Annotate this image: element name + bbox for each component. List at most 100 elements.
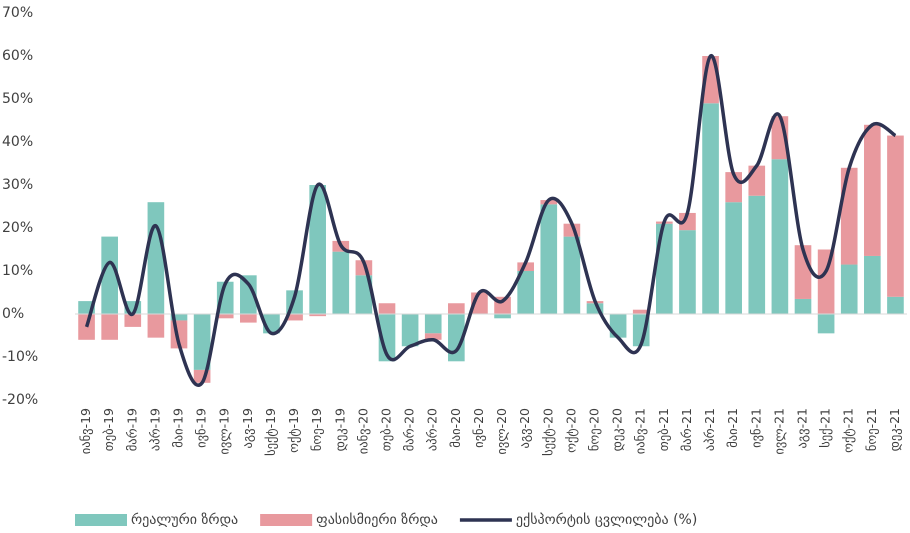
- bar: [494, 314, 511, 319]
- bar: [840, 167, 858, 265]
- x-tick-label: მარ-20: [402, 408, 417, 451]
- y-tick-label: -20%: [2, 392, 38, 408]
- x-tick-label: მარ-19: [124, 408, 139, 451]
- bar: [170, 314, 188, 321]
- bar: [448, 314, 465, 362]
- y-tick-label: 40%: [2, 134, 33, 150]
- bar: [124, 314, 142, 327]
- x-tick-label: ივნ-21: [748, 408, 763, 448]
- y-tick-label: -10%: [2, 349, 38, 365]
- bar: [679, 212, 696, 231]
- bar: [748, 165, 766, 196]
- y-tick-label: 20%: [2, 220, 33, 236]
- x-tick-label: სექტ-19: [263, 408, 278, 456]
- x-tick-label: მაი-20: [448, 408, 463, 448]
- x-tick-label: ივნ-20: [471, 408, 486, 448]
- x-tick-label: თებ-21: [656, 408, 671, 451]
- bar: [448, 303, 465, 314]
- bar: [332, 251, 350, 314]
- bar: [309, 185, 326, 314]
- x-tick-label: დეკ-20: [610, 408, 625, 451]
- y-tick-label: 60%: [2, 48, 33, 64]
- x-tick-label: მარ-21: [679, 408, 694, 451]
- x-tick-label: ივნ-19: [194, 408, 209, 448]
- y-tick-label: 0%: [2, 306, 24, 322]
- bar: [586, 303, 604, 314]
- bar: [193, 314, 211, 370]
- bar: [887, 296, 904, 314]
- bar: [378, 314, 396, 362]
- x-tick-label: იანვ-21: [633, 408, 648, 454]
- bar: [147, 202, 165, 314]
- bar: [424, 314, 442, 334]
- x-tick-label: დეკ-19: [332, 408, 347, 451]
- x-tick-label: ივლ-19: [217, 408, 232, 455]
- bar: [725, 202, 742, 314]
- y-tick-label: 30%: [2, 177, 33, 193]
- bar: [817, 314, 835, 334]
- bar: [240, 275, 257, 314]
- bar: [147, 314, 165, 338]
- bar: [656, 223, 673, 314]
- y-tick-label: 70%: [2, 5, 33, 21]
- x-tick-label: იანვ-19: [78, 408, 93, 454]
- legend-label: ფასისმიერი ზრდა: [316, 511, 438, 528]
- x-tick-label: ნოე-20: [587, 408, 602, 451]
- x-tick-label: მაი-19: [171, 408, 186, 448]
- bar: [240, 314, 257, 323]
- bar: [864, 255, 881, 314]
- bar: [563, 236, 581, 314]
- x-tick-label: ივლ-20: [494, 408, 509, 455]
- bar: [286, 314, 303, 321]
- bar: [840, 264, 858, 314]
- legend-label: ექსპორტის ცვლილება (%): [516, 511, 697, 528]
- x-tick-label: ოქტ-21: [841, 408, 856, 453]
- x-tick-label: სექტ-20: [540, 408, 555, 456]
- bar: [424, 333, 442, 340]
- bar: [679, 230, 696, 314]
- bar: [101, 236, 118, 314]
- bar: [771, 159, 789, 314]
- x-tick-label: თებ-19: [101, 408, 116, 451]
- x-tick-label: აგვ-20: [517, 408, 532, 448]
- x-tick-label: ოქტ-19: [286, 408, 301, 453]
- legend-swatch: [260, 514, 313, 526]
- x-tick-label: აპრ-19: [147, 408, 162, 451]
- x-tick-label: აგვ-19: [240, 408, 255, 448]
- x-tick-label: ნოე-19: [309, 408, 324, 451]
- bar: [216, 314, 234, 319]
- y-tick-label: 50%: [2, 91, 33, 107]
- x-tick-label: იანვ-20: [355, 408, 370, 454]
- x-tick-label: თებ-20: [379, 408, 394, 451]
- legend-label: რეალური ზრდა: [131, 511, 238, 528]
- line: [84, 54, 897, 387]
- bar: [401, 314, 419, 347]
- x-tick-label: მაი-21: [725, 408, 740, 448]
- bar: [887, 135, 904, 297]
- bar: [817, 249, 835, 314]
- bar: [632, 309, 650, 314]
- bar: [517, 262, 534, 271]
- x-tick-label: დეკ-21: [887, 408, 902, 451]
- x-tick-label: აპრ-20: [425, 408, 440, 451]
- x-tick-label: აგვ-21: [795, 408, 810, 448]
- bar: [101, 314, 118, 340]
- bar: [517, 271, 534, 314]
- bar: [702, 103, 719, 314]
- bar: [309, 314, 326, 317]
- bar: [748, 195, 766, 314]
- bar: [794, 298, 812, 314]
- bar: [540, 204, 558, 314]
- x-tick-label: ივლ-21: [771, 408, 786, 455]
- bar: [864, 124, 881, 256]
- x-tick-label: აპრ-21: [702, 408, 717, 451]
- bar: [378, 303, 396, 314]
- y-tick-label: 10%: [2, 263, 33, 279]
- x-tick-label: ოქტ-20: [563, 408, 578, 453]
- legend-swatch: [75, 514, 127, 526]
- x-tick-label: ნოე-21: [864, 408, 879, 451]
- bar: [355, 275, 373, 314]
- x-tick-label: სექ-21: [818, 408, 833, 448]
